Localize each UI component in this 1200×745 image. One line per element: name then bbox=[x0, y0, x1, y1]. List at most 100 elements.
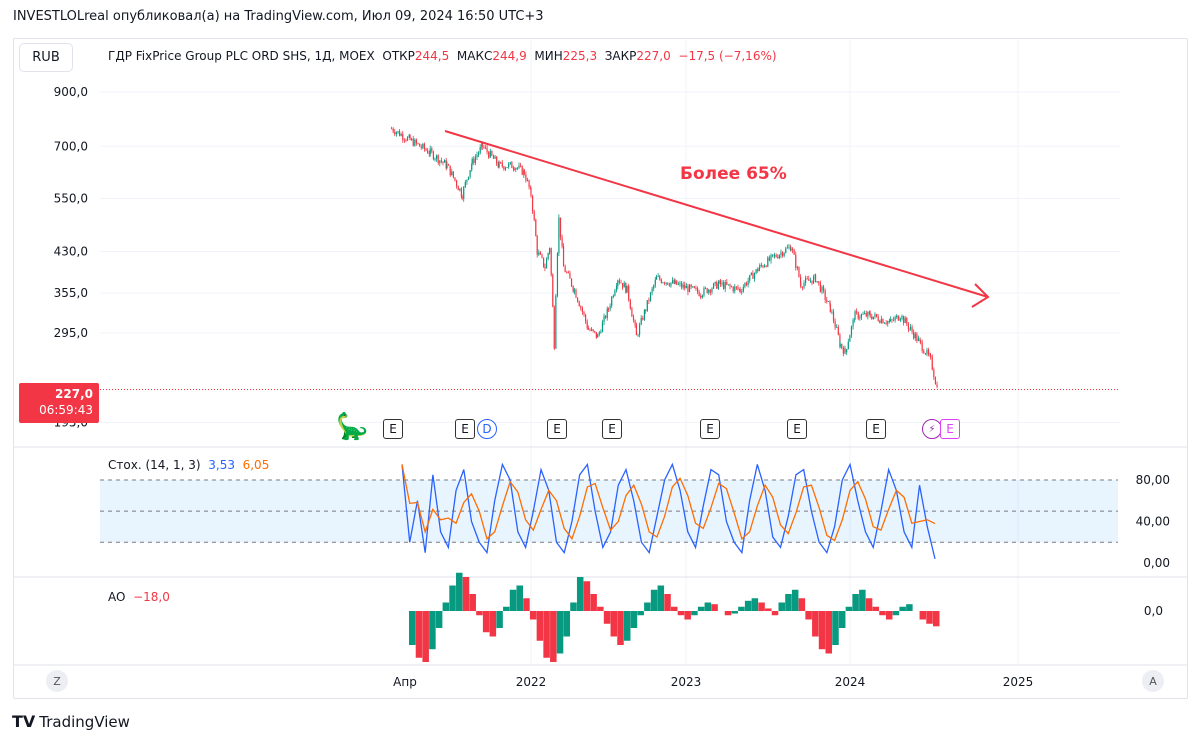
ao-bar bbox=[516, 585, 523, 611]
symbol-name[interactable]: ГДР FixPrice Group PLC ORD SHS, 1Д, MOEX bbox=[108, 49, 375, 63]
price-candle bbox=[816, 281, 818, 283]
price-candle bbox=[547, 253, 549, 259]
earnings-marker[interactable]: E bbox=[547, 419, 567, 439]
ao-bar bbox=[449, 585, 456, 611]
ao-bar bbox=[899, 606, 906, 611]
close-value: 227,0 bbox=[636, 49, 671, 63]
ao-bar bbox=[489, 611, 497, 637]
price-candle bbox=[809, 280, 811, 282]
price-candle bbox=[578, 301, 580, 307]
price-candle bbox=[871, 316, 873, 320]
dividend-marker[interactable]: D bbox=[477, 419, 497, 439]
price-candle bbox=[814, 274, 817, 282]
ao-bar bbox=[476, 611, 483, 616]
stoch-title[interactable]: Стох. (14, 1, 3) bbox=[108, 458, 201, 472]
price-candle bbox=[649, 292, 652, 301]
ao-bar bbox=[805, 611, 812, 620]
earnings-marker[interactable]: E bbox=[602, 419, 622, 439]
price-candle bbox=[445, 160, 447, 169]
price-candle bbox=[511, 162, 513, 169]
zoom-toggle-button[interactable]: Z bbox=[46, 670, 68, 692]
price-candle bbox=[847, 341, 849, 350]
ao-bar bbox=[409, 611, 416, 645]
currency-button[interactable]: RUB bbox=[19, 43, 73, 72]
price-candle bbox=[479, 147, 481, 153]
ao-bar bbox=[556, 611, 564, 654]
price-candle bbox=[474, 157, 476, 163]
price-candle bbox=[899, 318, 901, 320]
price-candle bbox=[530, 189, 532, 196]
price-candle bbox=[795, 254, 797, 268]
earnings-marker[interactable]: E bbox=[787, 419, 807, 439]
auto-scale-button[interactable]: A bbox=[1142, 670, 1164, 692]
earnings-marker[interactable]: E bbox=[700, 419, 720, 439]
price-candle bbox=[572, 286, 574, 292]
price-candle bbox=[781, 252, 784, 256]
price-candle bbox=[854, 311, 856, 320]
price-candle bbox=[899, 319, 901, 321]
earnings-marker[interactable]: E bbox=[866, 419, 886, 439]
split-marker-icon[interactable]: ⚡ bbox=[922, 419, 942, 439]
price-candle bbox=[390, 128, 393, 130]
price-candle bbox=[581, 307, 583, 312]
trend-annotation[interactable]: Более 65% bbox=[680, 164, 787, 184]
price-candle bbox=[660, 279, 662, 283]
tradingview-logo[interactable]: 𝗧𝗩 TradingView bbox=[12, 712, 130, 731]
price-candle bbox=[406, 137, 409, 141]
price-candle bbox=[400, 133, 402, 136]
price-candle bbox=[456, 180, 458, 187]
price-candle bbox=[409, 135, 411, 140]
earnings-marker[interactable]: E bbox=[455, 419, 475, 439]
price-candle bbox=[742, 286, 744, 292]
price-candle bbox=[882, 318, 884, 324]
price-candle bbox=[520, 165, 522, 167]
price-candle bbox=[552, 274, 554, 307]
price-candle bbox=[737, 287, 739, 290]
price-candle bbox=[674, 280, 676, 284]
price-candle bbox=[448, 164, 450, 166]
price-candle bbox=[841, 343, 843, 348]
price-tick-label: 700,0 bbox=[54, 139, 88, 153]
ao-bar bbox=[798, 598, 806, 611]
price-candle bbox=[428, 153, 430, 155]
price-candle bbox=[643, 310, 645, 320]
price-candle bbox=[708, 289, 710, 293]
price-candle bbox=[405, 139, 407, 141]
price-candle bbox=[398, 131, 401, 136]
dinosaur-icon[interactable]: 🦕 bbox=[336, 412, 369, 442]
price-candle bbox=[498, 162, 500, 168]
price-candle bbox=[909, 328, 911, 330]
price-candle bbox=[463, 187, 465, 199]
price-candle bbox=[436, 155, 438, 159]
price-candle bbox=[420, 146, 422, 148]
price-candle bbox=[544, 266, 546, 269]
price-candle bbox=[704, 287, 707, 289]
price-candle bbox=[718, 280, 720, 284]
ao-bar bbox=[724, 611, 732, 616]
price-candle bbox=[446, 164, 448, 169]
ao-bar bbox=[610, 611, 618, 637]
price-candle bbox=[693, 286, 695, 289]
ao-title[interactable]: AO bbox=[108, 590, 126, 604]
price-candle bbox=[929, 354, 931, 356]
ao-bar bbox=[791, 589, 799, 611]
price-candle bbox=[758, 267, 760, 272]
price-candle bbox=[917, 338, 920, 341]
earnings-marker[interactable]: E bbox=[383, 419, 403, 439]
price-candle bbox=[747, 280, 749, 286]
price-candle bbox=[692, 286, 694, 288]
price-candle bbox=[489, 150, 491, 158]
price-candle bbox=[716, 281, 718, 289]
time-tick-label: 2022 bbox=[516, 675, 547, 689]
ao-bar bbox=[765, 608, 772, 611]
ao-bar bbox=[933, 611, 940, 627]
price-candle bbox=[897, 315, 899, 321]
price-candle bbox=[653, 285, 655, 289]
price-candle bbox=[640, 318, 642, 325]
earnings-marker-upcoming[interactable]: E bbox=[940, 419, 960, 439]
price-candle bbox=[727, 284, 729, 286]
price-candle bbox=[625, 282, 627, 293]
price-candle bbox=[598, 332, 600, 335]
price-candle bbox=[788, 246, 790, 248]
